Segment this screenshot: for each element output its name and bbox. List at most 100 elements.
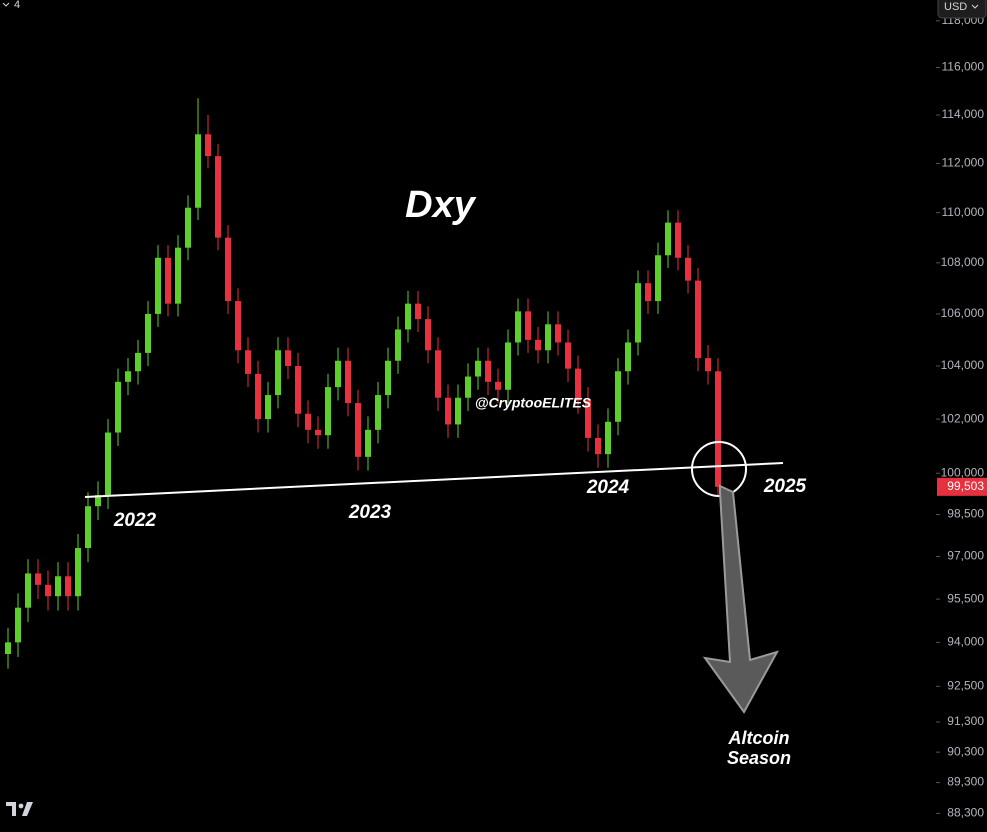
candle-body [575,368,581,401]
candle-body [105,432,111,496]
candle-body [195,134,201,208]
y-tick-label: 88,300 [947,806,984,820]
candle-body [615,371,621,422]
candle-body [375,395,381,430]
candle-body [525,311,531,340]
y-tick-label: 91,300 [947,714,984,728]
candle-body [405,303,411,330]
chart-title: Dxy [405,184,477,226]
candle-body [385,360,391,396]
candle-body [455,397,461,425]
y-tick-label: 112,000 [942,156,985,170]
candle-body [485,360,491,382]
candle-body [75,548,81,597]
last-price-label: 99,503 [947,479,984,493]
y-tick-label: 90,300 [947,744,984,758]
candle-body [295,366,301,414]
candle-body [625,342,631,372]
candle-body [55,576,61,597]
candle-body [35,573,41,585]
candle-body [185,207,191,248]
candle-body [645,283,651,302]
candle-body [155,257,161,314]
year-label: 2025 [763,476,807,497]
candle-body [45,584,51,597]
candle-body [145,313,151,353]
candle-body [235,301,241,351]
candle-body [215,156,221,238]
candle-body [695,280,701,359]
candle-body [665,222,671,256]
candle-body [305,413,311,430]
candle-body [475,360,481,377]
candle-body [115,381,121,433]
candle-body [425,319,431,351]
candle-body [205,134,211,157]
interval-badge: 4 [14,0,20,11]
candle-body [515,311,521,343]
dropdown-icon [971,4,979,9]
currency-label: USD [944,1,967,13]
candle-body [325,387,331,436]
candle-body [25,573,31,608]
callout-text: Season [727,748,791,768]
candle-body [555,324,561,343]
year-label: 2022 [113,510,157,531]
y-tick-label: 104,000 [941,358,985,372]
candle-body [335,360,341,388]
candle-body [565,342,571,369]
y-tick-label: 102,000 [941,411,985,425]
y-tick-label: 108,000 [941,255,985,269]
candle-body [5,642,11,655]
candle-body [365,429,371,457]
price-axis: 118,000116,000114,000112,000110,000108,0… [936,0,987,832]
y-tick-label: 110,000 [942,205,985,219]
collapse-icon[interactable] [2,2,10,7]
candle-body [595,437,601,455]
candle-body [435,350,441,398]
highlight-circle [691,441,747,497]
callout-text: Altcoin [728,728,790,748]
candle-body [445,397,451,425]
candle-body [395,329,401,361]
candle-body [15,607,21,643]
currency-button[interactable] [937,0,987,19]
candle-body [705,358,711,372]
down-arrow [702,484,780,714]
candle-body [585,400,591,438]
candle-body [635,283,641,343]
candle-body [655,255,661,302]
candle-body [495,381,501,390]
candle-body [505,342,511,390]
trend-line [84,462,784,498]
tradingview-logo [6,802,33,816]
candle-body [285,350,291,367]
y-tick-label: 89,300 [947,775,984,789]
candle-body [125,371,131,382]
candle-body [85,506,91,549]
candle-body [545,324,551,351]
y-tick-label: 97,000 [947,549,984,563]
candle-body [95,495,101,507]
candle-body [345,360,351,404]
candle-body [605,421,611,455]
year-label: 2024 [586,477,630,498]
plot-area [5,98,721,669]
candle-body [265,395,271,420]
y-tick-label: 100,000 [941,465,985,479]
candle-body [315,429,321,436]
candle-body [175,247,181,304]
candle-body [255,373,261,420]
candle-body [65,576,71,597]
candle-body [685,257,691,281]
candle-body [275,350,281,396]
y-tick-label: 116,000 [942,60,985,74]
candle-body [245,350,251,374]
candle-body [415,303,421,320]
y-tick-label: 114,000 [942,107,985,121]
candle-body [465,376,471,398]
candle-body [355,403,361,457]
candle-body [675,222,681,258]
candle-body [225,237,231,302]
